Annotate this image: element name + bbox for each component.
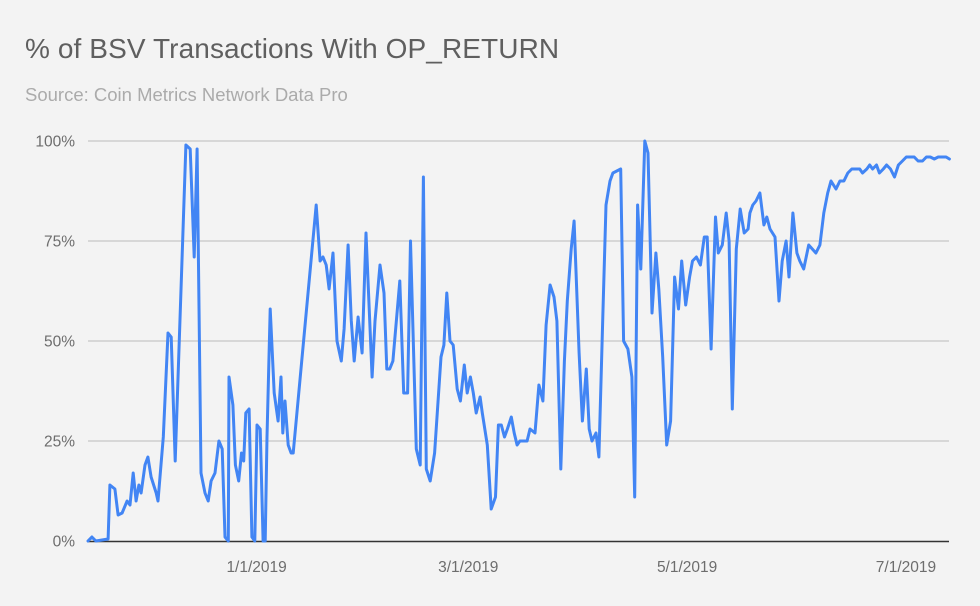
x-axis-ticks: 1/1/2019 3/1/2019 5/1/2019 7/1/2019 [226,559,936,576]
y-tick-label: 25% [44,434,75,451]
x-tick-label: 5/1/2019 [657,559,717,576]
data-series-line [86,139,951,543]
y-tick-label: 50% [44,334,75,351]
x-tick-label: 3/1/2019 [438,559,498,576]
y-tick-label: 75% [44,234,75,251]
y-axis-ticks: 0% 25% 50% 75% 100% [35,134,75,551]
y-tick-label: 0% [53,534,76,551]
chart-subtitle: Source: Coin Metrics Network Data Pro [25,84,348,105]
y-tick-label: 100% [35,134,75,151]
x-tick-label: 1/1/2019 [226,559,286,576]
gridlines [88,140,949,442]
x-tick-label: 7/1/2019 [876,559,936,576]
chart-title: % of BSV Transactions With OP_RETURN [25,33,560,64]
